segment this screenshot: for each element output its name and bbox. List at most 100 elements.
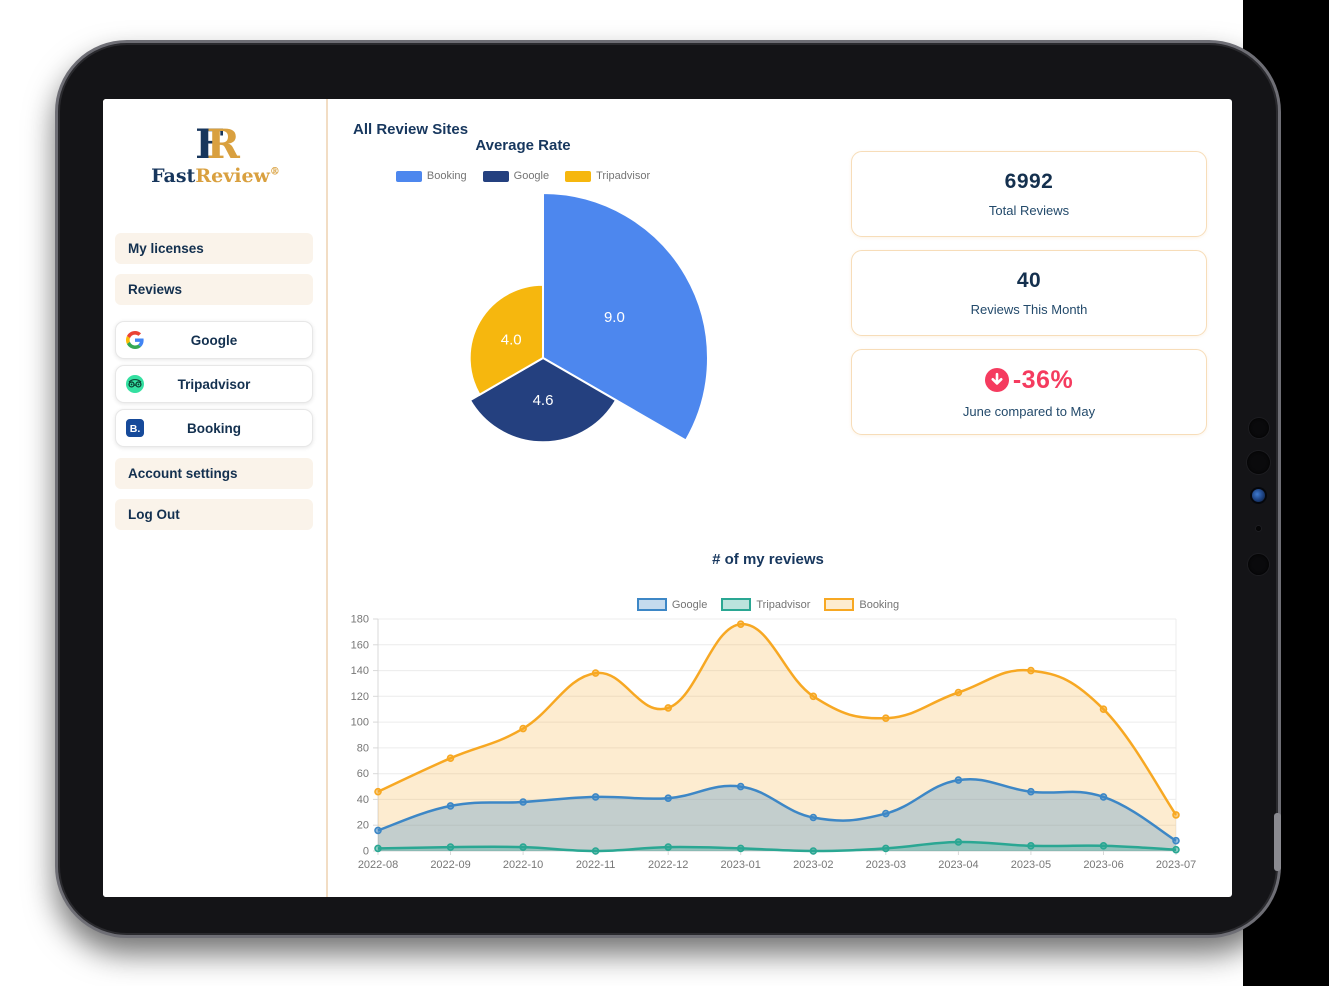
camera-lens-icon — [1252, 489, 1265, 502]
sidebar-item-my-licenses[interactable]: My licenses — [115, 233, 313, 264]
brand-logo: FR FastReview® — [103, 125, 328, 188]
data-point-booking — [446, 754, 455, 762]
sidebar-item-booking[interactable]: B. Booking — [115, 409, 313, 447]
pie-slice-value: 9.0 — [604, 309, 625, 326]
side-button[interactable] — [1274, 813, 1281, 871]
screen: FR FastReview® My licenses Reviews Google T… — [103, 99, 1232, 897]
brand-monogram: FR — [103, 125, 328, 165]
stat-card-june-compared-to-may: -36% June compared to May — [851, 349, 1207, 435]
stat-card-reviews-this-month: 40 Reviews This Month — [851, 250, 1207, 336]
sidebar-item-label: Reviews — [128, 282, 183, 297]
legend-label: Tripadvisor — [596, 170, 651, 182]
stat-value-row: 40 — [1017, 269, 1041, 293]
svg-text:B.: B. — [130, 423, 141, 435]
data-point-tripadvisor — [664, 843, 673, 851]
y-axis-tick-label: 120 — [351, 691, 369, 703]
sidebar-item-label: Google — [190, 332, 238, 348]
sidebar-item-reviews[interactable]: Reviews — [115, 274, 313, 305]
pie-slice-google — [468, 356, 618, 444]
page-title: All Review Sites — [353, 121, 469, 138]
area-legend-item-booking[interactable]: Booking — [824, 598, 899, 611]
average-rate-chart: 9.0 4.6 4.0 — [363, 178, 723, 538]
legend-swatch — [824, 598, 855, 611]
x-axis-tick-label: 2023-07 — [1156, 859, 1196, 871]
data-point-google — [1099, 793, 1108, 801]
y-axis-tick-label: 40 — [357, 794, 369, 806]
stat-value-row: -36% — [984, 365, 1074, 395]
data-point-booking — [881, 714, 890, 722]
data-point-booking — [591, 669, 600, 677]
data-point-google — [1172, 836, 1180, 845]
sidebar-item-log-out[interactable]: Log Out — [115, 499, 313, 530]
sidebar-item-label: Booking — [187, 420, 241, 436]
google-icon — [126, 331, 144, 349]
x-axis-tick-label: 2022-08 — [358, 859, 398, 871]
pie-slice-value: 4.6 — [533, 392, 554, 409]
pie-legend: Booking Google Tripadvisor — [353, 170, 693, 182]
data-point-google — [374, 826, 382, 835]
sidebar-item-google[interactable]: Google — [115, 321, 313, 359]
pie-legend-item-tripadvisor[interactable]: Tripadvisor — [565, 170, 650, 182]
pie-slice-booking — [542, 191, 709, 442]
x-axis-tick-label: 2023-06 — [1083, 859, 1123, 871]
pie-legend-item-google[interactable]: Google — [482, 170, 550, 182]
data-point-booking — [954, 688, 963, 697]
area-fill-tripadvisor — [378, 841, 1176, 851]
stat-card-total-reviews: 6992 Total Reviews — [851, 151, 1207, 237]
line-tripadvisor — [377, 840, 1177, 853]
sidebar-item-tripadvisor[interactable]: Tripadvisor — [115, 365, 313, 403]
data-point-tripadvisor — [1099, 842, 1108, 850]
brand-name-review: Review — [195, 165, 270, 187]
legend-label: Google — [513, 170, 550, 182]
y-axis-tick-label: 140 — [351, 665, 369, 677]
x-axis-tick-label: 2022-09 — [430, 859, 470, 871]
y-axis-tick-label: 0 — [363, 846, 369, 858]
y-axis-tick-label: 180 — [351, 614, 369, 626]
x-axis-tick-label: 2022-12 — [648, 859, 688, 871]
down-arrow-icon — [984, 368, 1009, 392]
x-axis-tick-label: 2023-03 — [866, 859, 906, 871]
data-point-google — [591, 793, 600, 801]
pie-legend-item-booking[interactable]: Booking — [395, 170, 467, 182]
camera-mic-icon — [1256, 526, 1261, 531]
y-axis-tick-label: 20 — [357, 820, 369, 832]
area-legend-item-tripadvisor[interactable]: Tripadvisor — [721, 598, 810, 611]
data-point-tripadvisor — [1172, 845, 1180, 854]
legend-swatch — [565, 170, 592, 182]
sidebar-item-label: Log Out — [128, 507, 180, 522]
x-axis-tick-label: 2022-10 — [503, 859, 543, 871]
data-point-booking — [519, 724, 527, 733]
data-point-tripadvisor — [881, 844, 890, 853]
sidebar-nav: My licenses Reviews Google Tripadvisor B. Boo… — [115, 223, 313, 530]
legend-swatch — [721, 598, 752, 611]
tablet-frame: FR FastReview® My licenses Reviews Google T… — [55, 40, 1281, 938]
data-point-tripadvisor — [591, 847, 600, 855]
data-point-booking — [1099, 705, 1108, 713]
sidebar-item-account-settings[interactable]: Account settings — [115, 458, 313, 489]
data-point-booking — [374, 787, 382, 796]
x-axis-tick-label: 2023-02 — [793, 859, 833, 871]
y-axis-tick-label: 60 — [357, 768, 369, 780]
sidebar-item-label: Account settings — [128, 466, 238, 481]
sidebar-item-label: Tripadvisor — [177, 376, 251, 392]
stat-label: Total Reviews — [988, 203, 1070, 218]
stat-value: -36% — [1012, 365, 1074, 394]
data-point-booking — [736, 620, 745, 629]
legend-swatch — [636, 598, 667, 611]
pie-chart-title: Average Rate — [475, 137, 571, 154]
area-legend-item-google[interactable]: Google — [636, 598, 708, 611]
y-axis-tick-label: 100 — [351, 717, 369, 729]
monogram-f: F — [195, 121, 223, 168]
data-point-google — [881, 809, 890, 818]
data-point-tripadvisor — [954, 838, 963, 846]
data-point-google — [519, 798, 527, 806]
y-axis-tick-label: 80 — [357, 742, 369, 754]
monogram-r: R — [206, 121, 240, 168]
legend-label: Google — [671, 598, 708, 611]
booking-icon: B. — [126, 419, 144, 437]
x-axis-tick-label: 2023-04 — [938, 859, 978, 871]
legend-label: Tripadvisor — [756, 598, 811, 611]
data-point-booking — [1172, 811, 1180, 819]
x-axis-tick-label: 2023-01 — [721, 859, 761, 871]
